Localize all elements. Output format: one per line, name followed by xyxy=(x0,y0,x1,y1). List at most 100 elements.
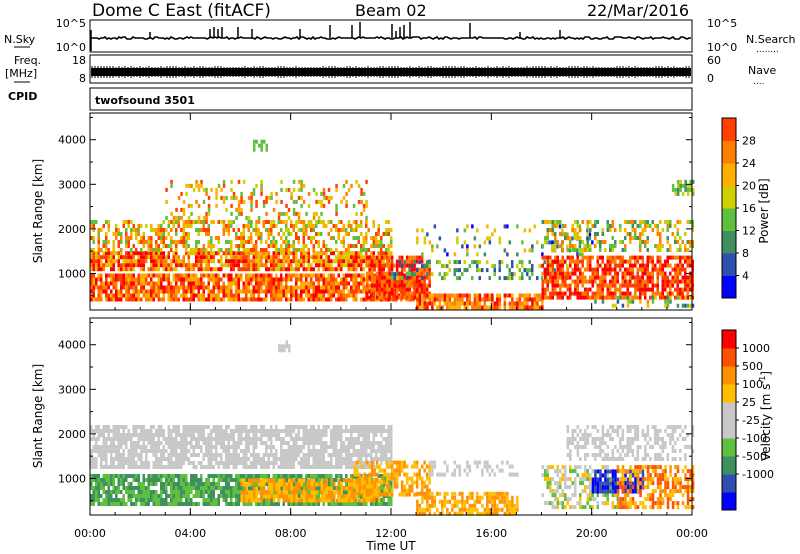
velocity-cell xyxy=(190,498,193,502)
power-cell xyxy=(372,297,375,302)
power-cell xyxy=(405,295,409,300)
power-cell xyxy=(322,267,325,272)
velocity-cell xyxy=(357,502,360,506)
power-cell xyxy=(420,267,424,272)
power-cell xyxy=(265,285,268,290)
power-cell xyxy=(265,211,268,216)
power-cell xyxy=(255,277,258,282)
power-cell xyxy=(531,272,534,277)
power-cell xyxy=(290,277,293,282)
power-cell xyxy=(195,244,198,248)
power-cell xyxy=(433,224,437,229)
power-cell xyxy=(152,273,155,278)
velocity-cell xyxy=(207,474,210,478)
velocity-cell xyxy=(150,474,153,478)
power-cell xyxy=(227,232,230,236)
power-cell xyxy=(357,281,360,286)
velocity-cell xyxy=(292,474,295,478)
power-cell xyxy=(410,275,414,280)
velocity-cell xyxy=(100,429,103,433)
velocity-cell xyxy=(348,486,351,491)
velocity-cell xyxy=(112,437,115,441)
velocity-cell xyxy=(333,490,336,495)
power-cell xyxy=(342,259,345,264)
power-cell xyxy=(691,220,694,224)
power-cell xyxy=(197,297,200,302)
velocity-cell xyxy=(175,502,178,506)
power-cell xyxy=(360,224,363,228)
power-cell xyxy=(463,293,467,298)
power-cell xyxy=(90,259,93,264)
power-cell xyxy=(355,211,358,216)
power-cell xyxy=(491,293,494,298)
power-cell xyxy=(312,267,315,272)
power-cell xyxy=(508,268,511,273)
power-cell xyxy=(220,297,223,302)
power-cell xyxy=(586,240,589,244)
power-cell xyxy=(232,251,235,256)
power-cell xyxy=(120,289,123,294)
velocity-cell xyxy=(320,494,323,499)
power-cell xyxy=(365,287,369,292)
power-cell xyxy=(584,244,587,248)
velocity-cell xyxy=(130,461,133,465)
power-cell xyxy=(551,267,554,272)
power-cell xyxy=(614,279,617,284)
power-cell xyxy=(410,291,414,296)
power-cell xyxy=(135,281,138,286)
velocity-cell xyxy=(350,502,353,506)
velocity-cell xyxy=(337,502,340,506)
velocity-cell xyxy=(162,482,165,486)
velocity-cell xyxy=(365,498,368,503)
power-cell xyxy=(230,248,233,252)
velocity-cell xyxy=(102,429,105,433)
power-cell xyxy=(365,275,369,280)
power-cell xyxy=(200,297,203,302)
velocity-cell xyxy=(280,478,283,483)
velocity-cell xyxy=(135,486,138,490)
power-cell xyxy=(571,244,574,248)
power-cell xyxy=(180,293,183,298)
velocity-cell xyxy=(230,486,233,490)
power-cell xyxy=(325,251,328,256)
velocity-cell xyxy=(212,502,215,506)
velocity-cell xyxy=(90,457,93,461)
power-cell xyxy=(574,244,577,248)
velocity-cell xyxy=(110,498,113,502)
power-cell xyxy=(335,277,338,282)
power-cell xyxy=(556,267,559,272)
velocity-cell xyxy=(297,474,300,478)
power-cell xyxy=(360,244,363,248)
power-cell xyxy=(157,289,160,294)
power-cell xyxy=(187,267,190,272)
power-cell xyxy=(581,220,584,224)
power-cell xyxy=(217,297,220,302)
velocity-cell xyxy=(130,498,133,502)
power-cell xyxy=(297,219,301,224)
power-cell xyxy=(337,267,340,272)
power-cell xyxy=(322,244,325,248)
power-cell xyxy=(207,228,210,232)
velocity-cell xyxy=(230,474,233,478)
power-cell xyxy=(651,259,654,264)
power-cell xyxy=(639,283,642,288)
power-cell xyxy=(621,255,624,260)
velocity-cell xyxy=(100,482,103,486)
power-cell xyxy=(564,232,567,236)
power-cell xyxy=(170,211,173,216)
power-cell xyxy=(102,251,105,256)
power-cell xyxy=(604,271,607,276)
power-cell xyxy=(235,277,238,282)
power-cell xyxy=(275,297,278,302)
power-cell xyxy=(383,275,386,280)
power-cell xyxy=(664,303,667,308)
power-cell xyxy=(332,259,335,264)
velocity-cell xyxy=(350,482,353,487)
power-cell xyxy=(651,255,654,260)
power-cell xyxy=(242,251,245,256)
power-cell xyxy=(197,187,201,192)
power-cell xyxy=(579,267,582,272)
power-cell xyxy=(684,248,687,252)
power-cell xyxy=(649,287,652,292)
power-cell xyxy=(586,287,589,292)
